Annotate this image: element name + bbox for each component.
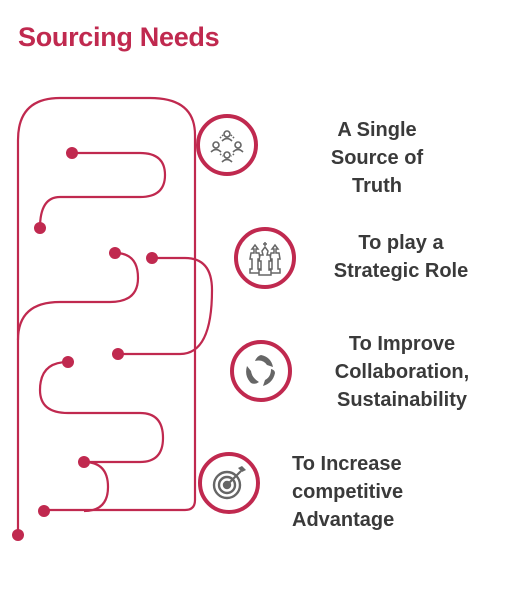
need-icon-circle-3 [230,340,292,402]
branch-line-3 [118,256,214,356]
node-dot [112,348,124,360]
branch-line-1 [38,151,167,229]
node-dot [12,529,24,541]
spine-line [16,96,197,535]
target-arrow-icon [212,466,246,500]
node-dot [78,456,90,468]
need-icon-circle-4 [198,452,260,514]
people-network-icon [210,130,244,163]
need-label-1: A Single Source of Truth [330,119,424,197]
chess-pieces-icon [249,242,281,276]
recycle-leaves-icon [246,355,275,386]
node-dot [146,252,158,264]
need-icon-circle-2 [234,227,296,289]
node-dot [34,222,46,234]
node-dot [62,356,74,368]
node-dot [66,147,78,159]
need-label-3: To Improve Collaboration, Sustainability [334,333,470,411]
node-dot [109,247,121,259]
need-icon-circle-1 [196,114,258,176]
need-label-2: To play a Strategic Role [333,232,469,282]
page-title: Sourcing Needs [18,22,220,52]
branch-line-4 [38,360,165,464]
need-label-4: To Increase competitive Advantage [292,453,404,531]
branch-line-5 [83,460,110,513]
branch-line-2 [16,251,140,341]
node-dot [38,505,50,517]
